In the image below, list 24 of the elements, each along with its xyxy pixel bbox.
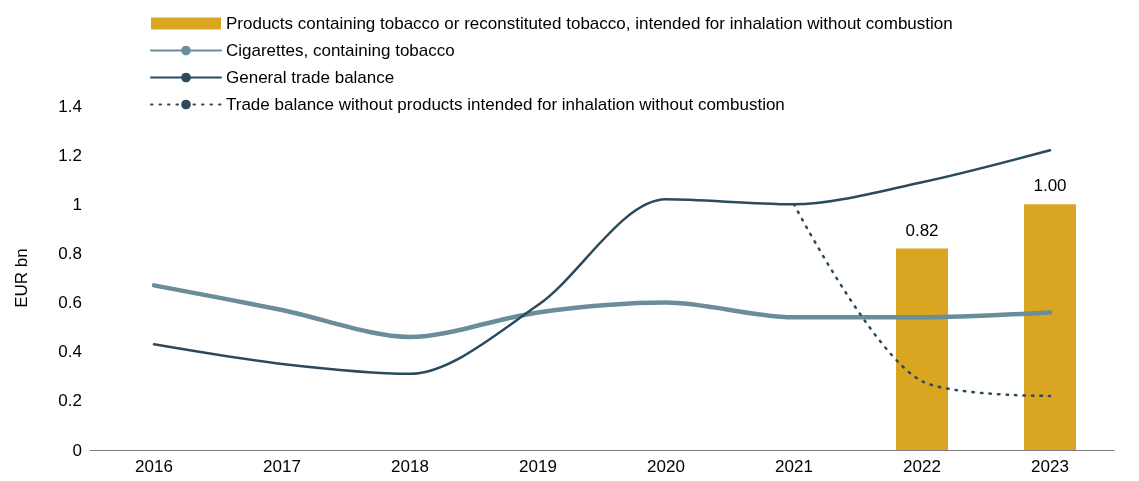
x-tick-label: 2020 — [647, 457, 685, 476]
y-tick-label: 0.8 — [58, 243, 82, 263]
y-tick-label: 0.2 — [58, 391, 82, 411]
data-label: 0.82 — [905, 220, 939, 240]
legend-label: General trade balance — [226, 68, 395, 87]
legend-label: Trade balance without products intended for inhalation without combustion — [226, 95, 785, 114]
x-tick-label: 2021 — [775, 457, 813, 476]
y-axis-title: EUR bn — [12, 248, 31, 308]
legend-label: Products containing tobacco or reconstituted tobacco, intended for inhalation without combustion — [226, 14, 953, 33]
y-tick-label: 0 — [72, 440, 82, 460]
line-series — [151, 283, 1053, 340]
x-tick-label: 2017 — [263, 457, 301, 476]
x-tick-label: 2018 — [391, 457, 429, 476]
x-tick-label: 2022 — [903, 457, 941, 476]
y-tick-label: 0.4 — [58, 342, 82, 362]
x-tick-label: 2019 — [519, 457, 557, 476]
x-tick-label: 2023 — [1031, 457, 1069, 476]
y-tick-label: 1.4 — [58, 96, 82, 116]
y-tick-label: 1.2 — [58, 145, 82, 165]
x-tick-label: 2016 — [135, 457, 173, 476]
legend-label: Cigarettes, containing tobacco — [226, 41, 455, 60]
data-label: 1.00 — [1033, 176, 1067, 196]
y-tick-label: 0.6 — [58, 293, 82, 313]
y-tick-label: 1 — [72, 194, 82, 214]
